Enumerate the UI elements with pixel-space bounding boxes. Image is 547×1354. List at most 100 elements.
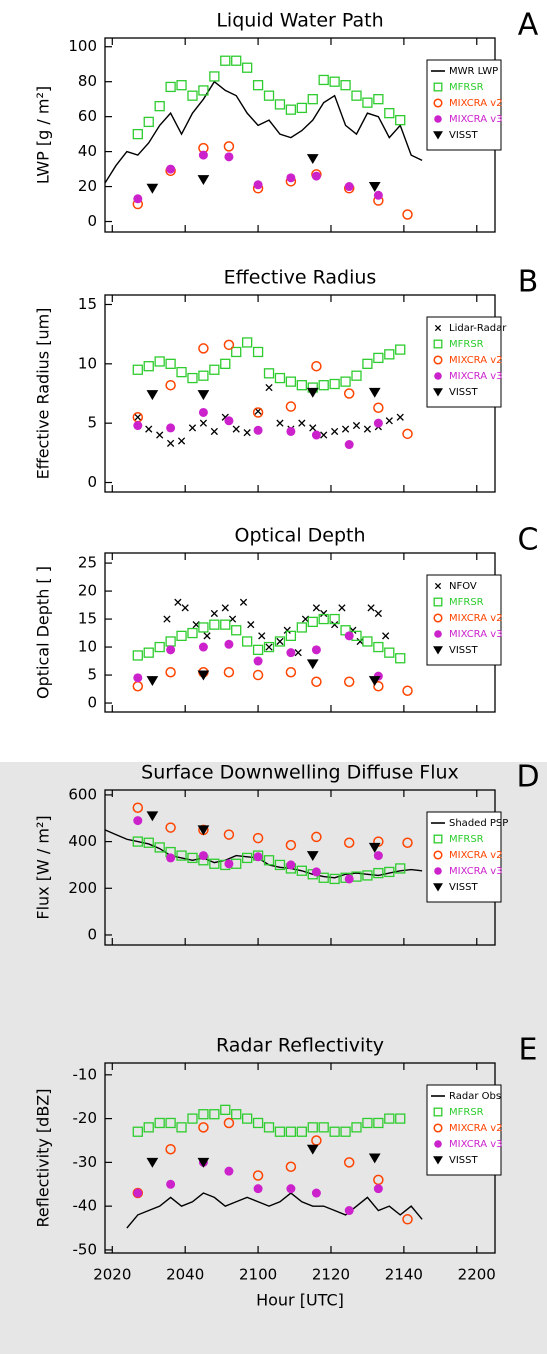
dot-marker <box>198 150 208 160</box>
x-marker <box>276 419 284 427</box>
x-marker <box>145 425 153 433</box>
square-marker <box>296 380 307 391</box>
square-marker <box>154 101 165 112</box>
chart-title: Surface Downwelling Diffuse Flux <box>141 762 459 784</box>
square-marker <box>351 370 362 381</box>
square-marker <box>340 80 351 91</box>
dot-marker <box>311 867 321 877</box>
triangle-marker <box>197 670 210 681</box>
square-marker <box>220 1104 231 1115</box>
triangle-marker <box>146 811 159 822</box>
x-marker <box>276 637 284 646</box>
y-tick-label: 5 <box>87 414 97 432</box>
y-tick-label: 0 <box>87 694 97 712</box>
triangle-marker <box>197 825 210 836</box>
square-marker <box>154 1117 165 1129</box>
square-marker <box>187 852 198 864</box>
square-marker <box>285 376 297 387</box>
y-tick-label: 40 <box>78 142 97 160</box>
circle-marker <box>285 667 297 678</box>
x-marker <box>210 609 218 618</box>
square-marker <box>296 102 307 114</box>
panel: Surface Downwelling Diffuse Flux D Flux [W… <box>34 760 540 946</box>
circle-marker <box>311 360 322 372</box>
circle-marker <box>252 669 264 681</box>
square-marker <box>143 837 154 848</box>
square-marker <box>285 630 297 642</box>
plot <box>126 1104 423 1229</box>
dot-marker <box>286 648 296 658</box>
legend-label: VISST <box>449 130 478 141</box>
legend-label: MFRSR <box>449 834 484 845</box>
legend-label: Shaded PSP <box>449 818 508 829</box>
x-marker <box>294 649 302 657</box>
square-marker <box>231 1109 242 1120</box>
dot-marker <box>311 171 321 181</box>
square-marker <box>154 641 165 653</box>
y-tick-label: -10 <box>73 1065 98 1083</box>
square-marker <box>220 358 231 369</box>
square-marker <box>351 1122 362 1133</box>
square-marker <box>198 85 209 96</box>
x-marker <box>247 621 255 629</box>
x-marker <box>331 621 339 629</box>
triangle-marker <box>306 1144 319 1155</box>
legend-label: MIXCRA v2 <box>449 613 503 624</box>
square-marker <box>198 1109 209 1120</box>
circle-marker <box>373 680 384 692</box>
circle-marker <box>402 837 413 849</box>
legend-label: VISST <box>449 645 478 656</box>
square-marker <box>143 1122 154 1133</box>
series-line <box>105 80 423 184</box>
x-marker <box>309 424 317 432</box>
square-marker <box>329 873 340 885</box>
circle-marker <box>165 1143 176 1155</box>
triangle-marker <box>306 851 319 861</box>
chart-title: Optical Depth <box>234 525 365 547</box>
dot-marker <box>286 173 296 183</box>
dot-marker <box>133 673 143 683</box>
square-marker <box>274 372 286 384</box>
square-marker <box>373 867 384 879</box>
square-marker <box>187 372 198 384</box>
legend-label: VISST <box>449 387 478 398</box>
y-axis-label: Flux [W / m²] <box>34 815 53 919</box>
x-marker <box>283 626 291 634</box>
y-axis-label: Optical Depth [ ] <box>34 566 53 699</box>
legend-label: MIXCRA v3 <box>449 629 503 640</box>
dot-marker <box>224 416 234 426</box>
circle-marker <box>402 428 413 440</box>
square-marker <box>340 1126 351 1137</box>
square-marker <box>274 636 286 647</box>
x-marker <box>331 427 339 436</box>
triangle-marker <box>433 388 443 397</box>
dot-marker <box>253 425 263 435</box>
square-marker <box>274 99 286 110</box>
triangle-marker <box>197 1157 210 1168</box>
triangle-marker <box>433 883 443 892</box>
square-marker <box>231 625 242 636</box>
x-marker <box>239 598 248 606</box>
legend-label: MFRSR <box>449 1107 484 1118</box>
square-marker <box>318 872 329 883</box>
square-marker <box>329 1126 340 1137</box>
circle-marker <box>223 829 235 840</box>
y-tick-label: 15 <box>78 610 97 628</box>
dot-marker <box>434 630 442 638</box>
square-marker <box>433 339 443 349</box>
triangle-marker <box>146 183 159 194</box>
circle-marker <box>343 676 355 688</box>
dot-marker <box>166 853 176 863</box>
series-line <box>126 1192 423 1229</box>
square-marker <box>187 627 198 639</box>
x-marker <box>320 609 328 618</box>
x-tick-label: 2020 <box>93 1266 131 1284</box>
y-tick-label: 0 <box>87 473 97 491</box>
circle-marker <box>433 98 443 108</box>
x-marker <box>174 598 182 606</box>
y-tick-label: 15 <box>78 295 97 313</box>
x-marker <box>301 615 310 623</box>
dot-marker <box>224 1166 234 1176</box>
x-marker <box>434 324 442 332</box>
